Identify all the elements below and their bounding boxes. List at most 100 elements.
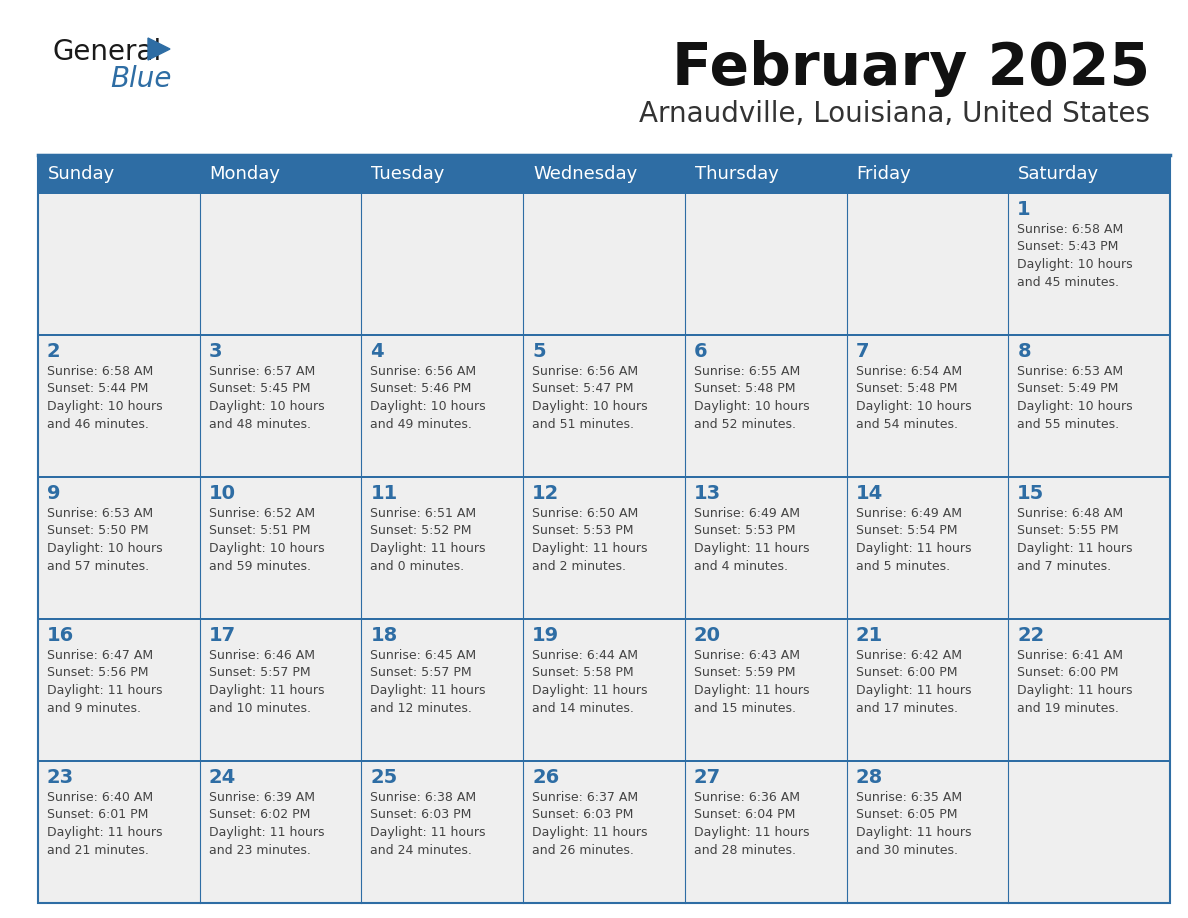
Text: Blue: Blue	[110, 65, 171, 93]
Text: Thursday: Thursday	[695, 165, 778, 183]
Text: Sunrise: 6:55 AM
Sunset: 5:48 PM
Daylight: 10 hours
and 52 minutes.: Sunrise: 6:55 AM Sunset: 5:48 PM Dayligh…	[694, 365, 809, 431]
Bar	[361, 761, 523, 903]
Bar	[523, 761, 684, 903]
Text: Sunrise: 6:43 AM
Sunset: 5:59 PM
Daylight: 11 hours
and 15 minutes.: Sunrise: 6:43 AM Sunset: 5:59 PM Dayligh…	[694, 649, 809, 714]
Text: Sunrise: 6:45 AM
Sunset: 5:57 PM
Daylight: 11 hours
and 12 minutes.: Sunrise: 6:45 AM Sunset: 5:57 PM Dayligh…	[371, 649, 486, 714]
Text: 16: 16	[48, 626, 74, 645]
Text: Sunrise: 6:36 AM
Sunset: 6:04 PM
Daylight: 11 hours
and 28 minutes.: Sunrise: 6:36 AM Sunset: 6:04 PM Dayligh…	[694, 791, 809, 856]
Bar	[361, 335, 523, 477]
Bar	[684, 761, 847, 903]
Bar	[684, 619, 847, 761]
Text: Sunrise: 6:51 AM
Sunset: 5:52 PM
Daylight: 11 hours
and 0 minutes.: Sunrise: 6:51 AM Sunset: 5:52 PM Dayligh…	[371, 507, 486, 573]
Text: 9: 9	[48, 484, 61, 503]
Text: 17: 17	[209, 626, 236, 645]
Text: 25: 25	[371, 768, 398, 787]
Bar	[38, 619, 200, 761]
Text: Sunrise: 6:37 AM
Sunset: 6:03 PM
Daylight: 11 hours
and 26 minutes.: Sunrise: 6:37 AM Sunset: 6:03 PM Dayligh…	[532, 791, 647, 856]
Text: 20: 20	[694, 626, 721, 645]
Bar	[847, 761, 1009, 903]
Text: 24: 24	[209, 768, 236, 787]
Bar	[847, 193, 1009, 335]
Text: Sunrise: 6:46 AM
Sunset: 5:57 PM
Daylight: 11 hours
and 10 minutes.: Sunrise: 6:46 AM Sunset: 5:57 PM Dayligh…	[209, 649, 324, 714]
Text: 11: 11	[371, 484, 398, 503]
Text: 12: 12	[532, 484, 560, 503]
Text: 23: 23	[48, 768, 74, 787]
Bar	[38, 155, 1170, 193]
Text: Sunrise: 6:52 AM
Sunset: 5:51 PM
Daylight: 10 hours
and 59 minutes.: Sunrise: 6:52 AM Sunset: 5:51 PM Dayligh…	[209, 507, 324, 573]
Text: Sunrise: 6:49 AM
Sunset: 5:53 PM
Daylight: 11 hours
and 4 minutes.: Sunrise: 6:49 AM Sunset: 5:53 PM Dayligh…	[694, 507, 809, 573]
Text: 14: 14	[855, 484, 883, 503]
Bar	[684, 193, 847, 335]
Text: 7: 7	[855, 342, 870, 361]
Text: 28: 28	[855, 768, 883, 787]
Bar	[38, 193, 200, 335]
Text: Arnaudville, Louisiana, United States: Arnaudville, Louisiana, United States	[639, 100, 1150, 128]
Text: 6: 6	[694, 342, 708, 361]
Text: 18: 18	[371, 626, 398, 645]
Bar	[1009, 477, 1170, 619]
Bar	[361, 619, 523, 761]
Bar	[38, 477, 200, 619]
Text: Sunrise: 6:42 AM
Sunset: 6:00 PM
Daylight: 11 hours
and 17 minutes.: Sunrise: 6:42 AM Sunset: 6:00 PM Dayligh…	[855, 649, 971, 714]
Bar	[523, 335, 684, 477]
Bar	[1009, 193, 1170, 335]
Text: Sunrise: 6:49 AM
Sunset: 5:54 PM
Daylight: 11 hours
and 5 minutes.: Sunrise: 6:49 AM Sunset: 5:54 PM Dayligh…	[855, 507, 971, 573]
Text: 3: 3	[209, 342, 222, 361]
Bar	[847, 619, 1009, 761]
Text: 10: 10	[209, 484, 235, 503]
Text: Sunrise: 6:53 AM
Sunset: 5:50 PM
Daylight: 10 hours
and 57 minutes.: Sunrise: 6:53 AM Sunset: 5:50 PM Dayligh…	[48, 507, 163, 573]
Text: Sunrise: 6:41 AM
Sunset: 6:00 PM
Daylight: 11 hours
and 19 minutes.: Sunrise: 6:41 AM Sunset: 6:00 PM Dayligh…	[1017, 649, 1133, 714]
Text: 1: 1	[1017, 200, 1031, 219]
Text: Sunrise: 6:54 AM
Sunset: 5:48 PM
Daylight: 10 hours
and 54 minutes.: Sunrise: 6:54 AM Sunset: 5:48 PM Dayligh…	[855, 365, 972, 431]
Text: 15: 15	[1017, 484, 1044, 503]
Text: 2: 2	[48, 342, 61, 361]
Text: 8: 8	[1017, 342, 1031, 361]
Text: Sunrise: 6:47 AM
Sunset: 5:56 PM
Daylight: 11 hours
and 9 minutes.: Sunrise: 6:47 AM Sunset: 5:56 PM Dayligh…	[48, 649, 163, 714]
Bar	[847, 335, 1009, 477]
Text: Sunrise: 6:53 AM
Sunset: 5:49 PM
Daylight: 10 hours
and 55 minutes.: Sunrise: 6:53 AM Sunset: 5:49 PM Dayligh…	[1017, 365, 1133, 431]
Text: Sunday: Sunday	[48, 165, 115, 183]
Text: 26: 26	[532, 768, 560, 787]
Polygon shape	[148, 38, 170, 60]
Text: Friday: Friday	[857, 165, 911, 183]
Text: 19: 19	[532, 626, 560, 645]
Text: Monday: Monday	[210, 165, 280, 183]
Text: Sunrise: 6:58 AM
Sunset: 5:44 PM
Daylight: 10 hours
and 46 minutes.: Sunrise: 6:58 AM Sunset: 5:44 PM Dayligh…	[48, 365, 163, 431]
Bar	[1009, 335, 1170, 477]
Text: Sunrise: 6:50 AM
Sunset: 5:53 PM
Daylight: 11 hours
and 2 minutes.: Sunrise: 6:50 AM Sunset: 5:53 PM Dayligh…	[532, 507, 647, 573]
Bar	[523, 477, 684, 619]
Text: Wednesday: Wednesday	[533, 165, 638, 183]
Bar	[684, 477, 847, 619]
Bar	[361, 477, 523, 619]
Text: 27: 27	[694, 768, 721, 787]
Text: Sunrise: 6:57 AM
Sunset: 5:45 PM
Daylight: 10 hours
and 48 minutes.: Sunrise: 6:57 AM Sunset: 5:45 PM Dayligh…	[209, 365, 324, 431]
Bar	[38, 761, 200, 903]
Bar	[38, 155, 1170, 903]
Text: 4: 4	[371, 342, 384, 361]
Bar	[1009, 761, 1170, 903]
Text: Sunrise: 6:48 AM
Sunset: 5:55 PM
Daylight: 11 hours
and 7 minutes.: Sunrise: 6:48 AM Sunset: 5:55 PM Dayligh…	[1017, 507, 1133, 573]
Text: Sunrise: 6:44 AM
Sunset: 5:58 PM
Daylight: 11 hours
and 14 minutes.: Sunrise: 6:44 AM Sunset: 5:58 PM Dayligh…	[532, 649, 647, 714]
Text: Sunrise: 6:38 AM
Sunset: 6:03 PM
Daylight: 11 hours
and 24 minutes.: Sunrise: 6:38 AM Sunset: 6:03 PM Dayligh…	[371, 791, 486, 856]
Bar	[200, 761, 361, 903]
Bar	[847, 477, 1009, 619]
Text: Sunrise: 6:40 AM
Sunset: 6:01 PM
Daylight: 11 hours
and 21 minutes.: Sunrise: 6:40 AM Sunset: 6:01 PM Dayligh…	[48, 791, 163, 856]
Text: 13: 13	[694, 484, 721, 503]
Text: 22: 22	[1017, 626, 1044, 645]
Text: Sunrise: 6:56 AM
Sunset: 5:47 PM
Daylight: 10 hours
and 51 minutes.: Sunrise: 6:56 AM Sunset: 5:47 PM Dayligh…	[532, 365, 647, 431]
Text: Saturday: Saturday	[1018, 165, 1099, 183]
Bar	[523, 193, 684, 335]
Bar	[38, 335, 200, 477]
Text: Sunrise: 6:58 AM
Sunset: 5:43 PM
Daylight: 10 hours
and 45 minutes.: Sunrise: 6:58 AM Sunset: 5:43 PM Dayligh…	[1017, 223, 1133, 288]
Bar	[684, 335, 847, 477]
Text: General: General	[52, 38, 162, 66]
Bar	[523, 619, 684, 761]
Bar	[200, 619, 361, 761]
Bar	[200, 193, 361, 335]
Text: 21: 21	[855, 626, 883, 645]
Bar	[200, 335, 361, 477]
Text: February 2025: February 2025	[672, 40, 1150, 97]
Text: Sunrise: 6:35 AM
Sunset: 6:05 PM
Daylight: 11 hours
and 30 minutes.: Sunrise: 6:35 AM Sunset: 6:05 PM Dayligh…	[855, 791, 971, 856]
Text: Tuesday: Tuesday	[372, 165, 444, 183]
Text: 5: 5	[532, 342, 545, 361]
